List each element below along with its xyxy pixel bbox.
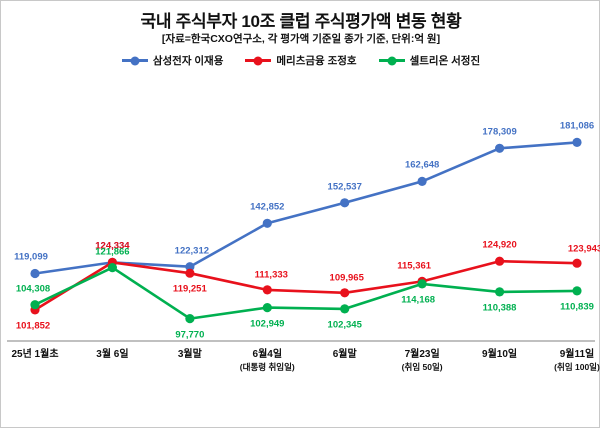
data-point: [30, 268, 40, 279]
data-label: 142,852: [250, 201, 285, 213]
x-axis-label: 6월4일 (대통령 취임일): [239, 349, 295, 372]
data-label: 178,309: [482, 126, 517, 138]
legend-marker-celltrion: [378, 56, 405, 65]
legend-item-samsung: 삼성전자 이재용: [121, 53, 224, 68]
data-label: 102,949: [250, 318, 285, 330]
data-label: 102,345: [327, 319, 362, 331]
x-axis-sublabel: (취임 50일): [401, 362, 443, 372]
data-label: 124,920: [482, 239, 517, 251]
data-point: [495, 287, 505, 297]
data-label: 152,537: [327, 181, 362, 193]
data-point: [572, 258, 582, 268]
data-label: 124,334: [95, 240, 130, 252]
x-axis-label: 7월23일 (취임 50일): [401, 349, 443, 372]
x-axis-sublabel: (대통령 취임일): [239, 362, 295, 372]
data-label: 115,361: [397, 260, 432, 272]
data-label: 104,308: [15, 283, 51, 295]
legend-label-samsung: 삼성전자 이재용: [152, 55, 224, 67]
x-axis-label: 6월말: [332, 349, 357, 360]
legend-label-celltrion: 셀트리온 서정진: [409, 55, 481, 67]
data-point: [185, 262, 195, 272]
data-point: [572, 286, 582, 296]
data-label: 181,086: [559, 120, 595, 132]
x-axis-label: 9월11일 (취임 100일): [554, 349, 600, 372]
data-label: 162,648: [404, 159, 440, 171]
data-point: [107, 263, 117, 273]
chart-subtitle: [자료=한국CXO연구소, 각 평가액 기준일 종가 기준, 단위:억 원]: [161, 33, 441, 45]
data-label: 123,943: [567, 243, 600, 255]
data-label: 111,333: [254, 269, 288, 281]
data-point: [340, 304, 350, 314]
data-label: 119,251: [172, 283, 207, 295]
data-point: [262, 303, 272, 313]
chart-legend: 삼성전자 이재용 메리츠금융 조정호 셀트리온 서정진: [1, 53, 600, 68]
data-label: 110,388: [482, 302, 517, 314]
data-label: 109,965: [329, 272, 364, 284]
series-line-1: [33, 259, 579, 312]
data-point: [262, 285, 272, 295]
x-axis-label: 25년 1월초: [11, 349, 59, 360]
data-label: 97,770: [175, 329, 205, 341]
x-axis-label: 3월 6일: [96, 349, 129, 360]
legend-label-meritz: 메리츠금융 조정호: [276, 55, 357, 67]
data-point: [262, 218, 272, 228]
data-point: [340, 198, 350, 208]
series-line-2: [33, 266, 579, 320]
chart-svg: [7, 137, 595, 342]
data-point: [30, 300, 40, 310]
x-axis-label: 3월말: [177, 349, 202, 360]
data-label: 101,852: [15, 320, 51, 332]
legend-marker-meritz: [245, 56, 272, 65]
legend-item-meritz: 메리츠금융 조정호: [245, 53, 357, 68]
data-point: [417, 279, 427, 289]
data-point: [572, 137, 582, 147]
data-point: [185, 314, 195, 324]
legend-item-celltrion: 셀트리온 서정진: [378, 53, 481, 68]
data-point: [340, 288, 350, 298]
x-axis-sublabel: (취임 100일): [554, 362, 600, 372]
x-axis-label: 9월10일: [482, 349, 518, 360]
legend-marker-samsung: [121, 56, 148, 65]
data-point: [417, 176, 427, 186]
data-label: 114,168: [401, 294, 436, 306]
data-point: [495, 256, 505, 266]
data-label: 124,334: [95, 240, 130, 252]
data-point: [185, 268, 195, 278]
data-label: 121,866: [95, 246, 130, 258]
data-label: 122,312: [174, 245, 210, 257]
data-point: [495, 143, 505, 153]
data-label: 110,839: [560, 301, 594, 313]
chart-title: 국내 주식부자 10조 클럽 주식평가액 변동 현황: [140, 12, 462, 31]
data-label: 119,099: [14, 251, 48, 263]
chart-plot-area: 119,099 124,334 122,312 142,852 152,537 162,6…: [1, 71, 600, 389]
